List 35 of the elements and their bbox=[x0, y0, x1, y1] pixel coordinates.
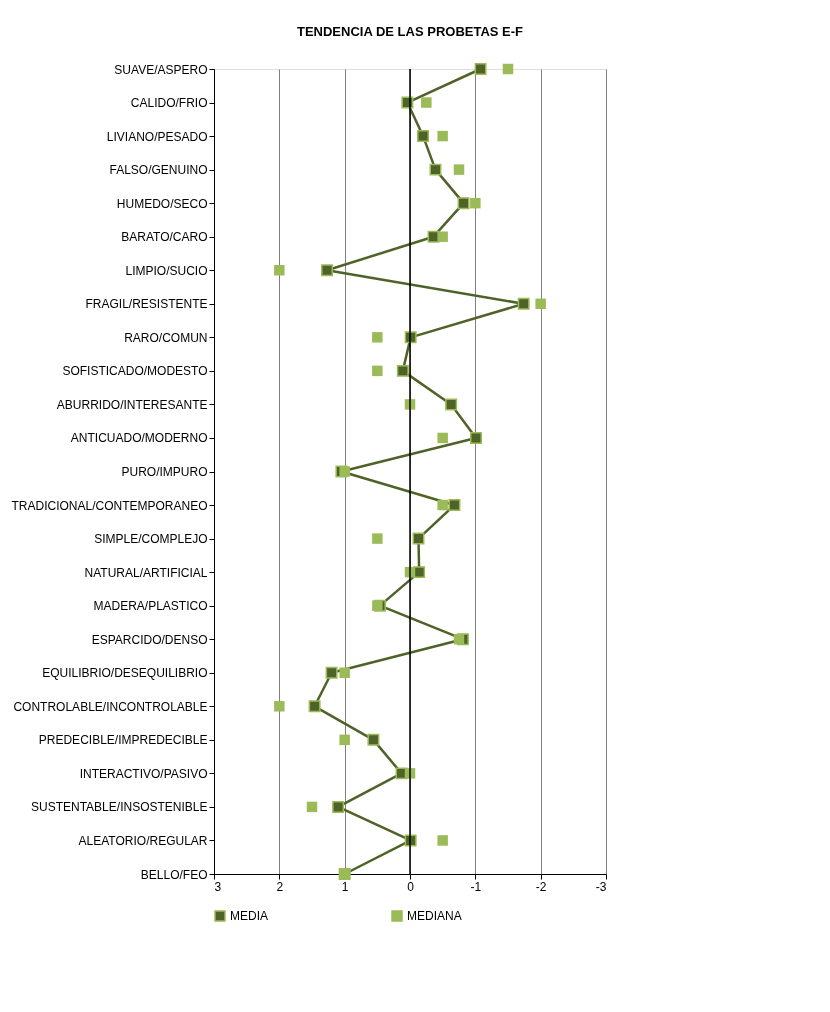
y-tick-label: SOFISTICADO/MODESTO bbox=[62, 364, 208, 379]
y-tick-label: PREDECIBLE/IMPREDECIBLE bbox=[38, 733, 208, 748]
y-tick-label: SUAVE/ASPERO bbox=[114, 62, 208, 77]
y-tick-label: BELLO/FEO bbox=[140, 867, 208, 882]
y-tick-label: EQUILIBRIO/DESEQUILIBRIO bbox=[42, 666, 208, 681]
y-tick-label: HUMEDO/SECO bbox=[116, 196, 208, 211]
y-tick-label: FALSO/GENUINO bbox=[109, 163, 208, 178]
x-tick-label: -1 bbox=[470, 879, 482, 894]
y-tick-label: PURO/IMPURO bbox=[121, 465, 208, 479]
y-tick-label: TRADICIONAL/CONTEMPORANEO bbox=[11, 498, 208, 513]
x-tick-label: 3 bbox=[214, 879, 222, 894]
x-tick-label: -2 bbox=[535, 879, 547, 894]
chart-title: TENDENCIA DE LAS PROBETAS E-F bbox=[296, 23, 524, 39]
y-tick-label: ABURRIDO/INTERESANTE bbox=[56, 397, 208, 412]
y-tick-label: NATURAL/ARTIFICIAL bbox=[84, 565, 208, 580]
y-tick-label: FRAGIL/RESISTENTE bbox=[85, 297, 208, 312]
y-tick-label: RARO/COMUN bbox=[124, 330, 208, 345]
y-tick-label: LIMPIO/SUCIO bbox=[125, 263, 208, 278]
y-tick-label: INTERACTIVO/PASIVO bbox=[79, 766, 208, 781]
y-tick-label: BARATO/CARO bbox=[121, 230, 208, 245]
y-tick-label: ANTICUADO/MODERNO bbox=[70, 431, 208, 446]
y-tick-label: CALIDO/FRIO bbox=[130, 96, 208, 111]
y-tick-label: CONTROLABLE/INCONTROLABLE bbox=[13, 699, 208, 714]
y-tick-label: SIMPLE/COMPLEJO bbox=[94, 532, 208, 547]
x-tick-label: 2 bbox=[276, 879, 284, 894]
y-tick-label: ALEATORIO/REGULAR bbox=[78, 833, 208, 848]
y-tick-label: SUSTENTABLE/INSOSTENIBLE bbox=[31, 800, 208, 815]
x-tick-label: -3 bbox=[595, 879, 607, 894]
legend-label: MEDIA bbox=[230, 909, 269, 923]
y-tick-label: LIVIANO/PESADO bbox=[106, 129, 208, 144]
y-tick-label: MADERA/PLASTICO bbox=[93, 599, 208, 614]
x-tick-label: 1 bbox=[341, 879, 349, 894]
x-tick-label: 0 bbox=[407, 879, 415, 894]
y-tick-label: ESPARCIDO/DENSO bbox=[91, 632, 208, 647]
legend-label: MEDIANA bbox=[407, 909, 462, 923]
